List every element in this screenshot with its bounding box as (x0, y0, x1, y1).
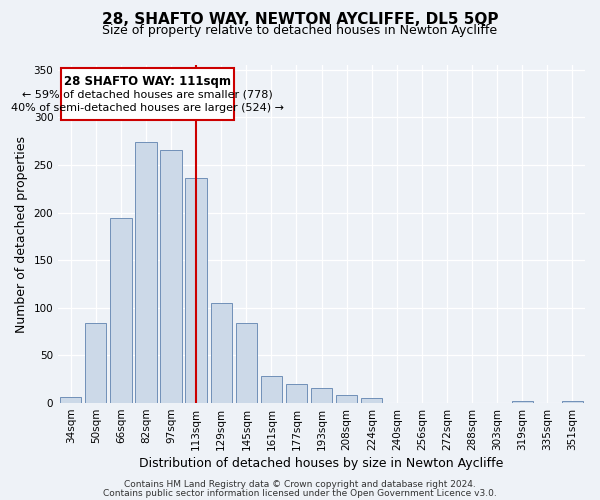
Bar (311, 388, 332, 403)
Text: ← 59% of detached houses are smaller (778): ← 59% of detached houses are smaller (77… (22, 90, 272, 100)
Bar (136, 142, 157, 403)
Text: 28 SHAFTO WAY: 111sqm: 28 SHAFTO WAY: 111sqm (64, 76, 231, 88)
Y-axis label: Number of detached properties: Number of detached properties (15, 136, 28, 332)
Bar (160, 150, 182, 403)
Bar (185, 178, 207, 403)
Bar (336, 396, 358, 403)
FancyBboxPatch shape (61, 68, 234, 120)
Bar (261, 376, 282, 403)
Text: Size of property relative to detached houses in Newton Aycliffe: Size of property relative to detached ho… (103, 24, 497, 37)
Bar (361, 398, 382, 403)
X-axis label: Distribution of detached houses by size in Newton Aycliffe: Distribution of detached houses by size … (139, 457, 504, 470)
Text: Contains HM Land Registry data © Crown copyright and database right 2024.: Contains HM Land Registry data © Crown c… (124, 480, 476, 489)
Bar (85, 323, 106, 403)
Bar (60, 398, 82, 403)
Bar (236, 323, 257, 403)
Bar (211, 303, 232, 403)
Text: 28, SHAFTO WAY, NEWTON AYCLIFFE, DL5 5QP: 28, SHAFTO WAY, NEWTON AYCLIFFE, DL5 5QP (102, 12, 498, 28)
Bar (286, 384, 307, 403)
Bar (562, 401, 583, 403)
Text: 40% of semi-detached houses are larger (524) →: 40% of semi-detached houses are larger (… (11, 103, 284, 113)
Bar (110, 218, 131, 403)
Bar (512, 401, 533, 403)
Text: Contains public sector information licensed under the Open Government Licence v3: Contains public sector information licen… (103, 488, 497, 498)
